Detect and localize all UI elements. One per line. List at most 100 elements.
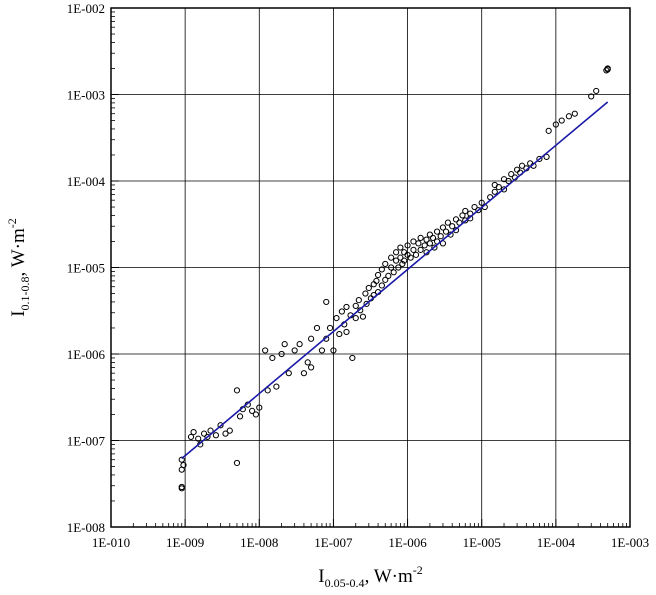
data-point: [333, 315, 340, 322]
data-point: [352, 302, 359, 309]
data-point: [571, 110, 578, 117]
data-point: [291, 347, 298, 354]
data-point: [256, 404, 263, 411]
plot-frame: [110, 7, 631, 528]
y-axis-title-unit: , W·m: [8, 228, 29, 276]
data-point: [318, 347, 326, 354]
grid-lines: [111, 8, 630, 527]
data-point: [296, 341, 303, 348]
data-point: [378, 266, 385, 273]
data-point: [471, 203, 478, 211]
data-point: [437, 233, 444, 240]
data-point: [343, 328, 350, 336]
data-point: [313, 324, 321, 332]
x-tick-label: 1E-005: [463, 535, 501, 550]
x-axis-title-main: I: [318, 566, 324, 587]
data-point: [439, 224, 447, 231]
data-point: [323, 298, 330, 306]
data-point: [388, 264, 395, 271]
data-point: [588, 93, 595, 100]
data-point: [262, 347, 269, 354]
data-point: [217, 422, 224, 429]
y-axis-title-main: I: [8, 310, 29, 316]
data-point: [355, 296, 362, 304]
data-point: [500, 186, 508, 193]
x-tick-label: 1E-010: [92, 535, 130, 550]
data-point: [444, 219, 452, 226]
y-axis-title-superscript: -2: [5, 218, 19, 228]
data-point: [385, 272, 392, 279]
data-point: [382, 260, 389, 268]
data-point: [412, 251, 420, 258]
data-point: [281, 341, 288, 348]
data-point: [363, 300, 370, 307]
y-tick-label: 1E-004: [67, 174, 106, 189]
data-point: [478, 199, 485, 206]
data-point: [491, 188, 498, 195]
data-point: [200, 430, 208, 437]
data-point: [459, 212, 466, 219]
data-point: [505, 177, 512, 185]
data-point: [343, 303, 350, 311]
data-point: [187, 433, 195, 441]
data-point: [462, 217, 469, 224]
data-point: [233, 387, 241, 394]
data-point: [565, 113, 573, 120]
data-point: [190, 429, 197, 436]
data-point: [433, 228, 441, 235]
y-tick-label: 1E-006: [67, 347, 106, 362]
x-tick-labels: 1E-010 1E-009 1E-008 1E-007 1E-006 1E-005 1E-0…: [92, 535, 649, 550]
data-point: [278, 350, 285, 358]
data-point: [178, 485, 185, 492]
data-point: [236, 413, 244, 420]
data-point: [401, 257, 408, 264]
data-point: [392, 249, 400, 256]
data-point: [417, 234, 424, 241]
data-point: [404, 242, 411, 249]
data-point: [442, 228, 450, 235]
data-point: [264, 387, 271, 394]
data-point: [233, 459, 241, 467]
data-point: [359, 313, 367, 320]
data-point: [336, 330, 343, 338]
y-axis-title-subscript: 0.1-0.8: [18, 276, 32, 310]
data-point: [604, 66, 611, 73]
x-tick-label: 1E-008: [240, 535, 278, 550]
data-point: [426, 240, 433, 247]
data-point: [388, 254, 395, 261]
data-point: [462, 207, 469, 215]
data-point: [222, 430, 229, 437]
data-point: [378, 282, 385, 289]
data-point: [423, 236, 430, 243]
data-point: [390, 269, 397, 276]
data-point: [543, 153, 550, 160]
data-point: [449, 223, 456, 230]
data-point: [249, 407, 256, 414]
data-point: [395, 264, 402, 271]
data-point: [382, 276, 389, 283]
y-tick-label: 1E-003: [67, 88, 105, 103]
data-point: [508, 171, 515, 178]
data-point: [452, 216, 460, 223]
data-point: [180, 461, 187, 469]
data-point: [495, 184, 502, 191]
x-tick-label: 1E-006: [388, 535, 427, 550]
data-point: [417, 246, 424, 253]
data-point: [429, 234, 437, 241]
x-axis-title: I0.05-0.4, W·m-2: [318, 563, 423, 590]
data-point: [475, 207, 482, 214]
data-point: [415, 240, 422, 247]
y-tick-label: 1E-005: [67, 261, 105, 276]
data-point: [304, 359, 311, 366]
data-point: [365, 284, 372, 292]
data-point: [397, 244, 404, 251]
data-point: [349, 354, 356, 362]
data-point: [362, 290, 369, 297]
data-point: [410, 246, 417, 253]
data-point: [273, 383, 280, 390]
data-point: [330, 347, 337, 354]
data-point: [431, 244, 438, 251]
data-point: [285, 370, 292, 377]
y-tick-labels: 1E-008 1E-007 1E-006 1E-005 1E-004 1E-003 1E-0…: [67, 1, 106, 535]
